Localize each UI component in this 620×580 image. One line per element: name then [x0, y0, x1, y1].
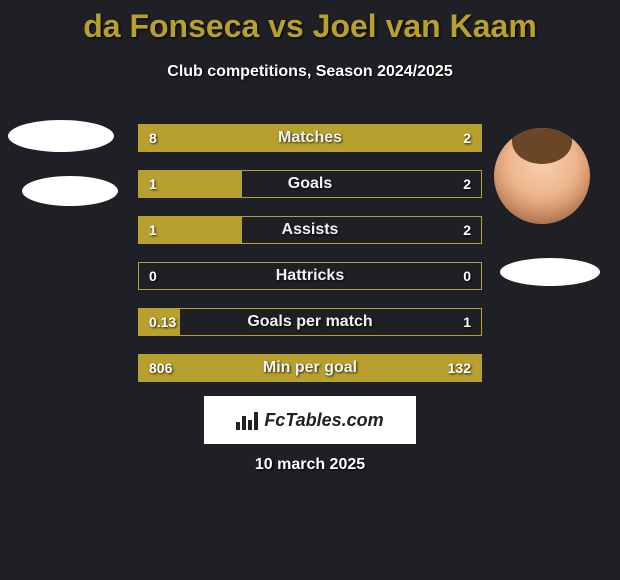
bar-value-right: 1: [463, 309, 471, 335]
stat-bar: Hattricks0 0: [138, 262, 482, 290]
watermark: FcTables.com: [204, 396, 416, 444]
bar-label: Hattricks: [139, 263, 481, 289]
bar-label: Assists: [139, 217, 481, 243]
decorative-ellipse-3: [500, 258, 600, 286]
bar-value-left: 806: [149, 355, 172, 381]
decorative-ellipse-2: [22, 176, 118, 206]
fctables-logo-icon: [236, 410, 258, 430]
subtitle: Club competitions, Season 2024/2025: [0, 63, 620, 81]
bar-value-left: 0: [149, 263, 157, 289]
page-title: da Fonseca vs Joel van Kaam: [0, 0, 620, 45]
avatar-face: [494, 128, 590, 224]
bar-value-right: 132: [448, 355, 471, 381]
bar-value-left: 1: [149, 217, 157, 243]
bar-label: Goals per match: [139, 309, 481, 335]
stat-bar: Assists1 2: [138, 216, 482, 244]
date-stamp: 10 march 2025: [0, 456, 620, 474]
bar-label: Goals: [139, 171, 481, 197]
comparison-bars: Matches82Goals12Assists12Hattricks00Goal…: [138, 124, 482, 400]
decorative-ellipse-1: [8, 120, 114, 152]
bar-value-left: 1: [149, 171, 157, 197]
stat-bar: Goals1 2: [138, 170, 482, 198]
watermark-text: FcTables.com: [264, 410, 383, 431]
bar-value-left: 0.13: [149, 309, 176, 335]
bar-value-right: 2: [463, 125, 471, 151]
bar-value-right: 0: [463, 263, 471, 289]
bar-value-right: 2: [463, 171, 471, 197]
stat-bar: Min per goal806 132: [138, 354, 482, 382]
stat-bar: Goals per match0.13 1: [138, 308, 482, 336]
stat-bar: Matches8 2: [138, 124, 482, 152]
bar-label: Min per goal: [139, 355, 481, 381]
bar-label: Matches: [139, 125, 481, 151]
avatar-player-right: [494, 128, 590, 224]
bar-value-left: 8: [149, 125, 157, 151]
bar-value-right: 2: [463, 217, 471, 243]
